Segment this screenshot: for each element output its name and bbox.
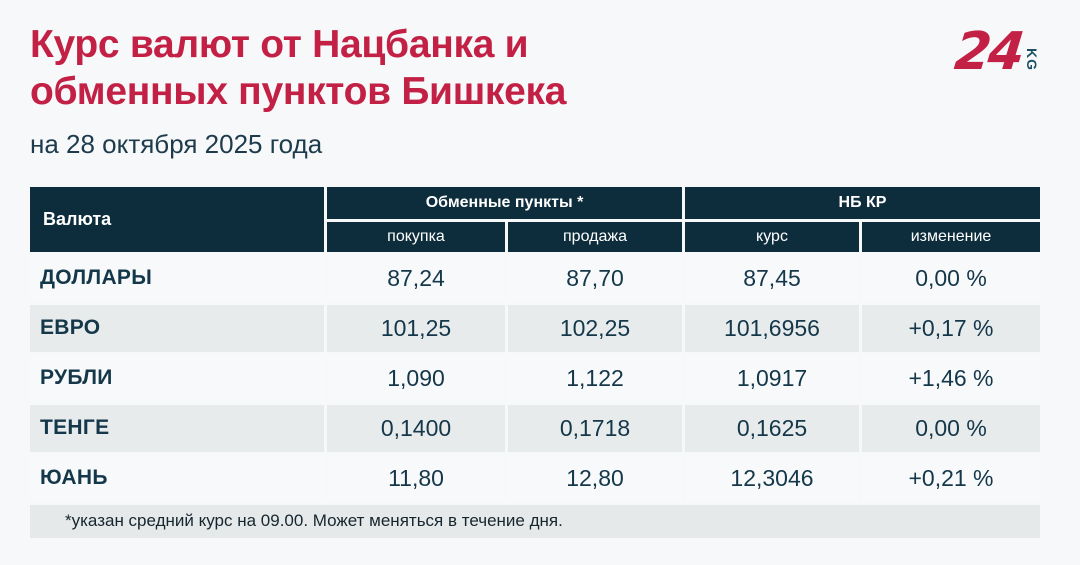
rub-buy-value: 1,090 xyxy=(327,354,505,402)
kzt-change-value: 0,00 % xyxy=(862,404,1040,452)
rub-sell-value: 1,122 xyxy=(508,354,682,402)
logo-24-icon: 24 xyxy=(951,22,1025,82)
cny-rate-value: 12,3046 xyxy=(685,454,859,502)
kzt-rate-value: 0,1625 xyxy=(685,404,859,452)
currency-name-cny: ЮАНЬ xyxy=(30,454,324,502)
date-subtitle: на 28 октября 2025 года xyxy=(30,128,323,159)
col-header-change: изменение xyxy=(862,221,1040,252)
currency-name-kzt: ТЕНГЕ xyxy=(30,404,324,452)
usd-buy-value: 87,24 xyxy=(327,254,505,302)
col-header-sell: продажа xyxy=(508,221,682,252)
footnote: *указан средний курс на 09.00. Может мен… xyxy=(30,504,1040,538)
eur-rate-value: 101,6956 xyxy=(685,304,859,352)
col-group-nbkr: НБ КР xyxy=(685,186,1040,219)
header-area: Курс валют от Нацбанка и обменных пункто… xyxy=(30,20,1050,160)
page-title-line-1: Курс валют от Нацбанка и xyxy=(30,23,529,66)
currency-name-eur: ЕВРО xyxy=(30,304,324,352)
col-group-exchange-points: Обменные пункты * xyxy=(327,186,682,219)
rub-change-value: +1,46 % xyxy=(862,354,1040,402)
currency-name-usd: ДОЛЛАРЫ xyxy=(30,254,324,302)
usd-rate-value: 87,45 xyxy=(685,254,859,302)
kzt-sell-value: 0,1718 xyxy=(508,404,682,452)
eur-change-value: +0,17 % xyxy=(862,304,1040,352)
usd-sell-value: 87,70 xyxy=(508,254,682,302)
logo-24kg: 24 KG xyxy=(951,22,1040,82)
titles: Курс валют от Нацбанка и обменных пункто… xyxy=(30,20,566,160)
currency-name-rub: РУБЛИ xyxy=(30,354,324,402)
rub-rate-value: 1,0917 xyxy=(685,354,859,402)
logo-kg-label: KG xyxy=(1024,48,1040,71)
page-title: Курс валют от Нацбанка и обменных пункто… xyxy=(30,22,566,116)
kzt-buy-value: 0,1400 xyxy=(327,404,505,452)
col-header-rate: курс xyxy=(685,221,859,252)
cny-sell-value: 12,80 xyxy=(508,454,682,502)
usd-change-value: 0,00 % xyxy=(862,254,1040,302)
col-header-buy: покупка xyxy=(327,221,505,252)
eur-buy-value: 101,25 xyxy=(327,304,505,352)
cny-buy-value: 11,80 xyxy=(327,454,505,502)
page-title-line-2: обменных пунктов Бишкека xyxy=(30,69,567,113)
col-header-currency: Валюта xyxy=(30,186,324,252)
cny-change-value: +0,21 % xyxy=(862,454,1040,502)
rates-table: Валюта Обменные пункты * НБ КР покупка п… xyxy=(30,186,1050,538)
eur-sell-value: 102,25 xyxy=(508,304,682,352)
